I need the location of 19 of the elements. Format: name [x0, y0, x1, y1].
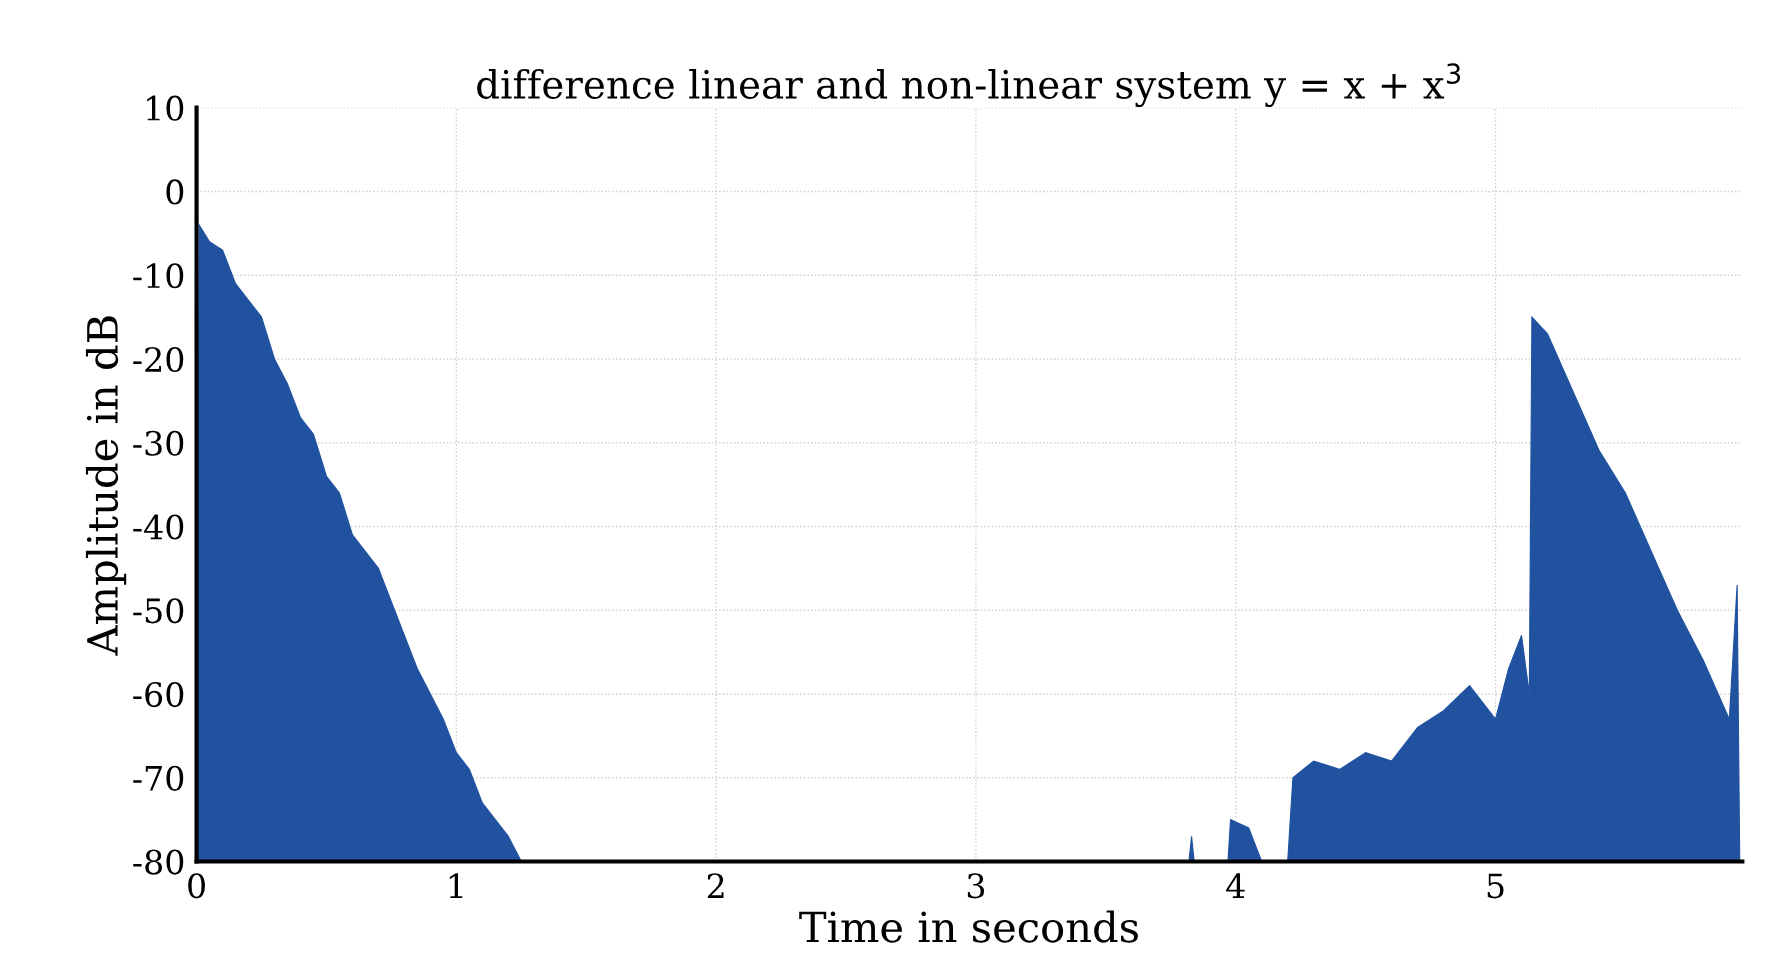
chart-title: difference linear and non-linear system y = x + x$^{3}$ [477, 63, 1461, 108]
y-tick-label: -70 [133, 765, 184, 791]
x-tick-label: 2 [707, 873, 724, 898]
x-tick-label: 4 [1226, 873, 1245, 898]
y-axis-title: Amplitude in dB [85, 316, 127, 656]
x-tick-label: 3 [967, 873, 985, 899]
y-tick-label: -40 [133, 514, 184, 540]
y-tick-label: 0 [166, 179, 184, 205]
x-axis-title: Time in seconds [799, 910, 1138, 943]
y-tick-label: -80 [133, 849, 184, 875]
y-tick-label: -60 [133, 681, 184, 708]
y-tick-label: -20 [133, 346, 184, 373]
x-tick-label: 0 [188, 873, 205, 899]
y-tick-label: -30 [133, 430, 184, 456]
y-tick-label: -50 [133, 598, 184, 624]
y-tick-label: -10 [133, 263, 184, 289]
x-tick-label: 5 [1487, 873, 1504, 899]
x-tick-label: 1 [449, 873, 463, 898]
y-tick-label: 10 [147, 95, 184, 121]
